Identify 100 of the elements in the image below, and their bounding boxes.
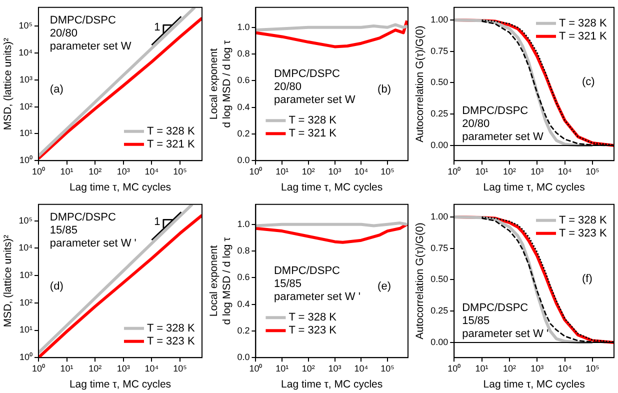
y-tick-label: 0.25 xyxy=(430,108,448,119)
y-tick-label: 10⁵ xyxy=(18,215,33,226)
annotation: DMPC/DSPC 20/80 parameter set W xyxy=(50,14,132,53)
x-tick-label: 10² xyxy=(502,166,516,176)
y-tick-label: 0.6 xyxy=(237,75,250,86)
y-tick-label: 1.0 xyxy=(237,22,250,32)
x-tick-label: 10³ xyxy=(530,166,544,176)
y-tick-label: 0.2 xyxy=(237,128,250,138)
x-axis-title: Lag time τ, MC cycles xyxy=(483,378,585,391)
x-tick-label: 10² xyxy=(302,363,315,374)
x-tick-label: 10¹ xyxy=(475,166,488,176)
y-tick-label: 0.2 xyxy=(237,325,250,336)
x-tick-label: 10⁰ xyxy=(32,166,45,176)
y-tick-label: 10³ xyxy=(19,270,32,280)
legend-label: T = 323 K xyxy=(559,227,608,240)
x-axis-title: Lag time τ, MC cycles xyxy=(69,182,172,194)
y-tick-label: 0.00 xyxy=(430,337,448,348)
y-tick-label: 10¹ xyxy=(19,324,32,335)
y-axis-title: Local exponent d log MSD / d log τ xyxy=(208,39,233,128)
y-tick-label: 10⁴ xyxy=(18,48,33,58)
x-tick-label: 10⁵ xyxy=(173,363,188,374)
y-tick-label: 0.0 xyxy=(237,155,250,166)
x-tick-label: 10⁵ xyxy=(586,166,600,176)
y-tick-label: 0.75 xyxy=(430,242,448,253)
x-tick-label: 10³ xyxy=(328,166,342,176)
annotation: (d) xyxy=(50,280,64,293)
legend-label: T = 328 K xyxy=(147,125,196,138)
x-axis-title: Lag time τ, MC cycles xyxy=(483,182,585,194)
x-tick-label: 10³ xyxy=(116,363,130,374)
y-tick-label: 1.00 xyxy=(430,14,448,24)
annotation: 1 xyxy=(154,216,160,228)
x-tick-label: 10⁴ xyxy=(354,166,368,176)
y-tick-label: 0.50 xyxy=(430,77,448,88)
legend-label: T = 328 K xyxy=(147,322,196,334)
x-tick-label: 10³ xyxy=(116,166,130,176)
x-tick-label: 10¹ xyxy=(276,166,289,176)
y-tick-label: 10⁵ xyxy=(18,20,33,31)
x-tick-label: 10³ xyxy=(328,363,342,374)
legend-label: T = 321 K xyxy=(559,30,608,42)
x-tick-label: 10⁵ xyxy=(380,363,395,374)
x-tick-label: 10⁰ xyxy=(448,166,461,176)
x-tick-label: 10⁰ xyxy=(249,363,262,374)
annotation: (f) xyxy=(582,272,592,285)
annotation: (b) xyxy=(378,84,391,96)
legend-label: T = 328 K xyxy=(288,114,338,127)
x-tick-label: 10⁵ xyxy=(173,166,188,176)
y-tick-label: 0.8 xyxy=(237,48,250,59)
annotation: DMPC/DSPC 15/85 parameter set W ' xyxy=(50,212,136,250)
legend-label: T = 328 K xyxy=(559,17,608,30)
x-axis-title: Lag time τ, MC cycles xyxy=(281,378,383,391)
y-tick-label: 0.50 xyxy=(430,274,448,284)
y-tick-label: 10² xyxy=(19,101,32,112)
x-tick-label: 10¹ xyxy=(60,363,74,374)
x-tick-label: 10⁰ xyxy=(32,363,45,374)
legend-label: T = 323 K xyxy=(288,324,338,337)
x-tick-label: 10¹ xyxy=(276,363,289,374)
annotation: (a) xyxy=(50,84,64,96)
y-tick-label: 0.6 xyxy=(237,272,250,282)
x-tick-label: 10⁵ xyxy=(586,363,600,374)
legend-label: T = 328 K xyxy=(288,312,338,324)
y-tick-label: 10⁰ xyxy=(19,352,32,362)
y-axis-title: Autocorrelation G(τ)/G(0) xyxy=(414,222,426,340)
y-tick-label: 0.0 xyxy=(237,352,250,362)
legend-label: T = 323 K xyxy=(147,335,196,348)
x-tick-label: 10⁰ xyxy=(249,166,262,176)
x-tick-label: 10⁴ xyxy=(558,166,572,176)
annotation: (e) xyxy=(378,280,391,293)
x-tick-label: 10¹ xyxy=(475,363,488,374)
y-axis-title: Autocorrelation G(τ)/G(0) xyxy=(414,26,426,142)
legend-label: T = 321 K xyxy=(288,128,338,140)
annotation: DMPC/DSPC 20/80 parameter set W xyxy=(274,68,356,106)
y-tick-label: 0.4 xyxy=(237,102,250,112)
legend-label: T = 321 K xyxy=(147,138,196,150)
x-axis-title: Lag time τ, MC cycles xyxy=(281,182,383,194)
y-tick-label: 0.8 xyxy=(237,246,250,256)
y-axis-title: Local exponent d log MSD / d log τ xyxy=(208,236,233,325)
annotation: DMPC/DSPC 20/80 parameter set W xyxy=(462,104,544,143)
x-tick-label: 10² xyxy=(302,166,315,176)
x-tick-label: 10² xyxy=(502,363,516,374)
y-tick-label: 10¹ xyxy=(19,128,32,138)
annotation: DMPC/DSPC 15/85 parameter set W ' xyxy=(274,265,360,304)
x-tick-label: 10⁴ xyxy=(354,363,368,374)
y-tick-label: 0.25 xyxy=(430,306,448,316)
x-tick-label: 10² xyxy=(88,363,102,374)
x-tick-label: 10⁵ xyxy=(380,166,395,176)
y-tick-label: 0.75 xyxy=(430,46,448,56)
annotation: (c) xyxy=(582,76,595,88)
y-tick-label: 0.4 xyxy=(237,298,250,309)
x-tick-label: 10⁴ xyxy=(558,363,572,374)
y-tick-label: 10² xyxy=(19,297,32,308)
x-axis-title: Lag time τ, MC cycles xyxy=(69,378,172,391)
y-tick-label: 1.00 xyxy=(430,211,448,222)
y-tick-label: 10⁴ xyxy=(18,242,33,253)
x-tick-label: 10⁴ xyxy=(144,166,159,176)
y-axis-title: MSD, (lattice units)² xyxy=(2,37,14,130)
x-tick-label: 10⁴ xyxy=(144,363,159,374)
x-tick-label: 10² xyxy=(88,166,102,176)
x-tick-label: 10³ xyxy=(530,363,544,374)
annotation: 1 xyxy=(154,21,160,34)
y-axis-title: MSD, (lattice units)² xyxy=(2,234,14,328)
